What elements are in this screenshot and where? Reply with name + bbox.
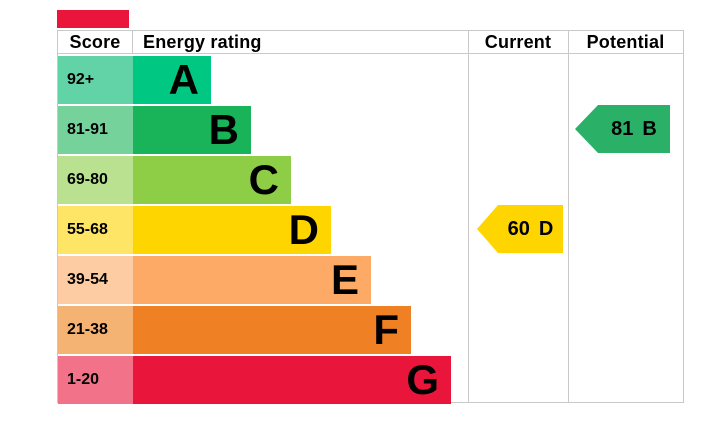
score-range-b: 81-91 <box>58 106 133 154</box>
rating-table: Score Energy rating Current Potential 92… <box>57 30 684 404</box>
potential-rating-arrow: 81 B <box>575 105 670 153</box>
band-row-g: 1-20 G <box>58 356 683 404</box>
current-column-divider <box>468 31 469 402</box>
score-range-d: 55-68 <box>58 206 133 254</box>
current-rating-arrow: 60 D <box>477 205 563 253</box>
potential-column-divider <box>568 31 569 402</box>
band-bar-e: E <box>133 256 371 304</box>
band-row-d: 55-68 D <box>58 206 683 254</box>
band-row-a: 92+ A <box>58 56 683 104</box>
band-row-e: 39-54 E <box>58 256 683 304</box>
score-range-g: 1-20 <box>58 356 133 404</box>
energy-rating-column-header: Energy rating <box>143 31 262 52</box>
band-row-c: 69-80 C <box>58 156 683 204</box>
potential-rating-band: B <box>642 117 657 140</box>
potential-rating-label: 81 B <box>598 105 670 153</box>
band-bar-c: C <box>133 156 291 204</box>
current-column-header: Current <box>484 31 552 52</box>
band-bar-b: B <box>133 106 251 154</box>
score-range-e: 39-54 <box>58 256 133 304</box>
current-rating-label: 60 D <box>498 205 563 253</box>
band-row-b: 81-91 B <box>58 106 683 154</box>
table-header-row: Score Energy rating Current Potential <box>58 31 683 54</box>
band-bar-a: A <box>133 56 211 104</box>
band-bar-d: D <box>133 206 331 254</box>
band-bar-f: F <box>133 306 411 354</box>
score-range-a: 92+ <box>58 56 133 104</box>
score-column-header: Score <box>58 31 133 53</box>
band-row-f: 21-38 F <box>58 306 683 354</box>
current-rating-band: D <box>538 217 554 240</box>
potential-arrow-tip-icon <box>575 105 598 153</box>
score-range-c: 69-80 <box>58 156 133 204</box>
band-bar-g: G <box>133 356 451 404</box>
current-arrow-tip-icon <box>477 205 498 253</box>
red-marker <box>57 10 129 28</box>
current-rating-value: 60 <box>507 217 530 240</box>
band-rows-container: 92+ A 81-91 B 69-80 C 55-68 D 39-54 E 21-38 F 1-20 G <box>58 56 683 404</box>
score-range-f: 21-38 <box>58 306 133 354</box>
potential-column-header: Potential <box>586 31 665 52</box>
potential-rating-value: 81 <box>611 117 634 140</box>
